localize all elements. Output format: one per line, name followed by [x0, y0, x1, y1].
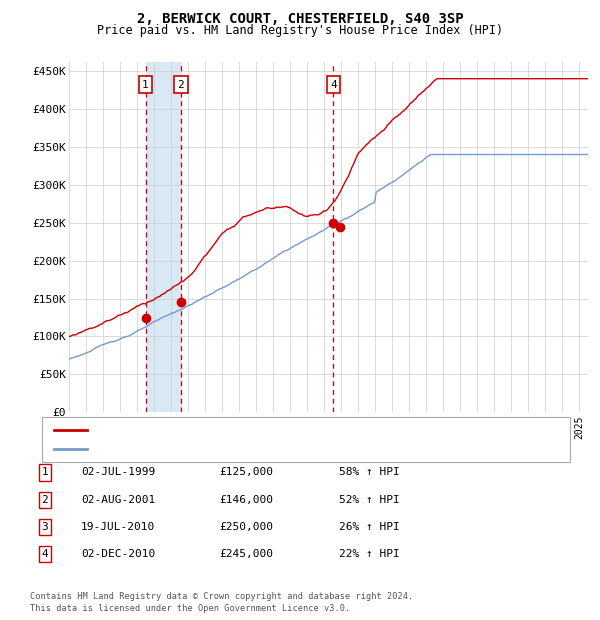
Text: 26% ↑ HPI: 26% ↑ HPI: [339, 522, 400, 532]
Text: 02-AUG-2001: 02-AUG-2001: [81, 495, 155, 505]
Text: HPI: Average price, detached house, North East Derbyshire: HPI: Average price, detached house, Nort…: [94, 445, 451, 454]
Text: £245,000: £245,000: [219, 549, 273, 559]
Text: This data is licensed under the Open Government Licence v3.0.: This data is licensed under the Open Gov…: [30, 603, 350, 613]
Text: £250,000: £250,000: [219, 522, 273, 532]
Text: 2, BERWICK COURT, CHESTERFIELD, S40 3SP (detached house): 2, BERWICK COURT, CHESTERFIELD, S40 3SP …: [94, 425, 444, 435]
Text: £125,000: £125,000: [219, 467, 273, 477]
Text: 4: 4: [330, 80, 337, 90]
Text: 19-JUL-2010: 19-JUL-2010: [81, 522, 155, 532]
Text: 1: 1: [142, 80, 149, 90]
Bar: [146, 62, 181, 412]
Text: Contains HM Land Registry data © Crown copyright and database right 2024.: Contains HM Land Registry data © Crown c…: [30, 592, 413, 601]
Text: 1: 1: [41, 467, 49, 477]
Text: 2, BERWICK COURT, CHESTERFIELD, S40 3SP: 2, BERWICK COURT, CHESTERFIELD, S40 3SP: [137, 12, 463, 27]
Text: 2: 2: [41, 495, 49, 505]
Text: Price paid vs. HM Land Registry's House Price Index (HPI): Price paid vs. HM Land Registry's House …: [97, 24, 503, 37]
Text: 02-DEC-2010: 02-DEC-2010: [81, 549, 155, 559]
Text: 02-JUL-1999: 02-JUL-1999: [81, 467, 155, 477]
Text: 52% ↑ HPI: 52% ↑ HPI: [339, 495, 400, 505]
Text: 3: 3: [41, 522, 49, 532]
Text: 58% ↑ HPI: 58% ↑ HPI: [339, 467, 400, 477]
Text: 22% ↑ HPI: 22% ↑ HPI: [339, 549, 400, 559]
Text: 4: 4: [41, 549, 49, 559]
Text: 2: 2: [178, 80, 184, 90]
Text: £146,000: £146,000: [219, 495, 273, 505]
